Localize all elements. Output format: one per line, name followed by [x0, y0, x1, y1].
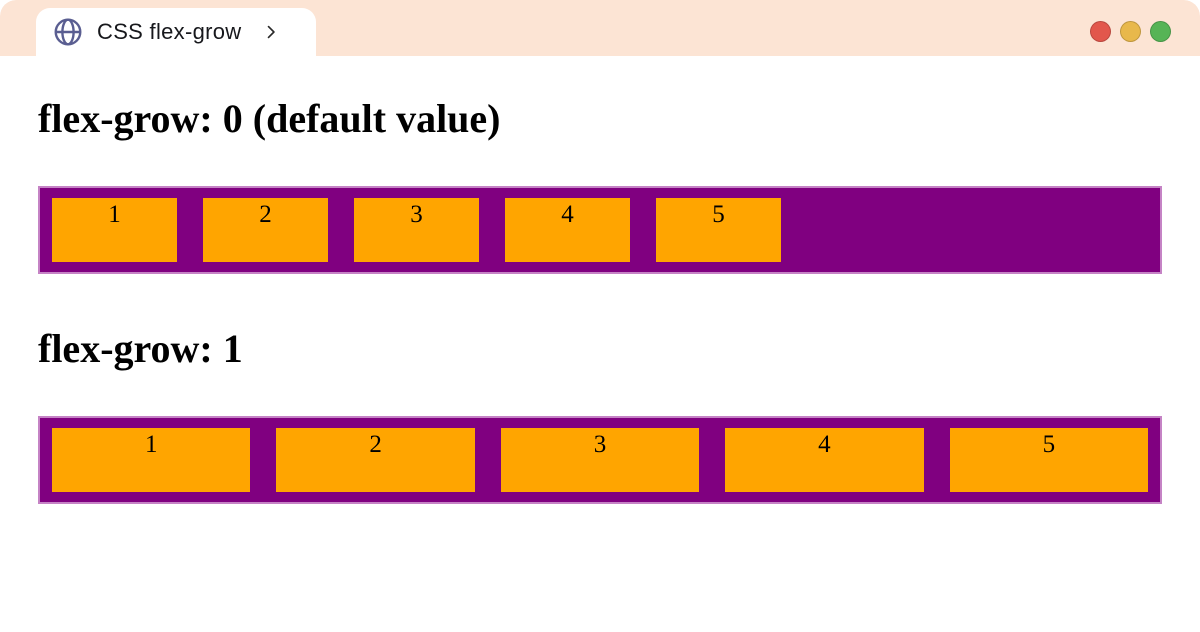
flex-item: 5: [949, 428, 1149, 492]
browser-chrome-bar: CSS flex-grow: [0, 0, 1200, 56]
section-heading-flex-grow-1: flex-grow: 1: [38, 326, 243, 371]
close-button[interactable]: [1090, 21, 1111, 42]
flex-item: 2: [203, 198, 328, 262]
section-heading-flex-grow-0: flex-grow: 0 (default value): [38, 96, 501, 141]
flex-item: 5: [656, 198, 781, 262]
traffic-lights: [1090, 21, 1171, 42]
flex-item: 4: [505, 198, 630, 262]
flex-item: 3: [354, 198, 479, 262]
flex-item: 1: [52, 428, 251, 492]
flex-item: 1: [52, 198, 177, 262]
flex-item: 3: [500, 428, 700, 492]
globe-icon: [54, 18, 82, 46]
minimize-button[interactable]: [1120, 21, 1141, 42]
maximize-button[interactable]: [1150, 21, 1171, 42]
chevron-right-icon: [267, 25, 275, 39]
flex-item: 4: [725, 428, 924, 492]
tab-title: CSS flex-grow: [97, 19, 242, 44]
browser-tab[interactable]: CSS flex-grow: [36, 8, 316, 56]
flex-item: 2: [276, 428, 475, 492]
